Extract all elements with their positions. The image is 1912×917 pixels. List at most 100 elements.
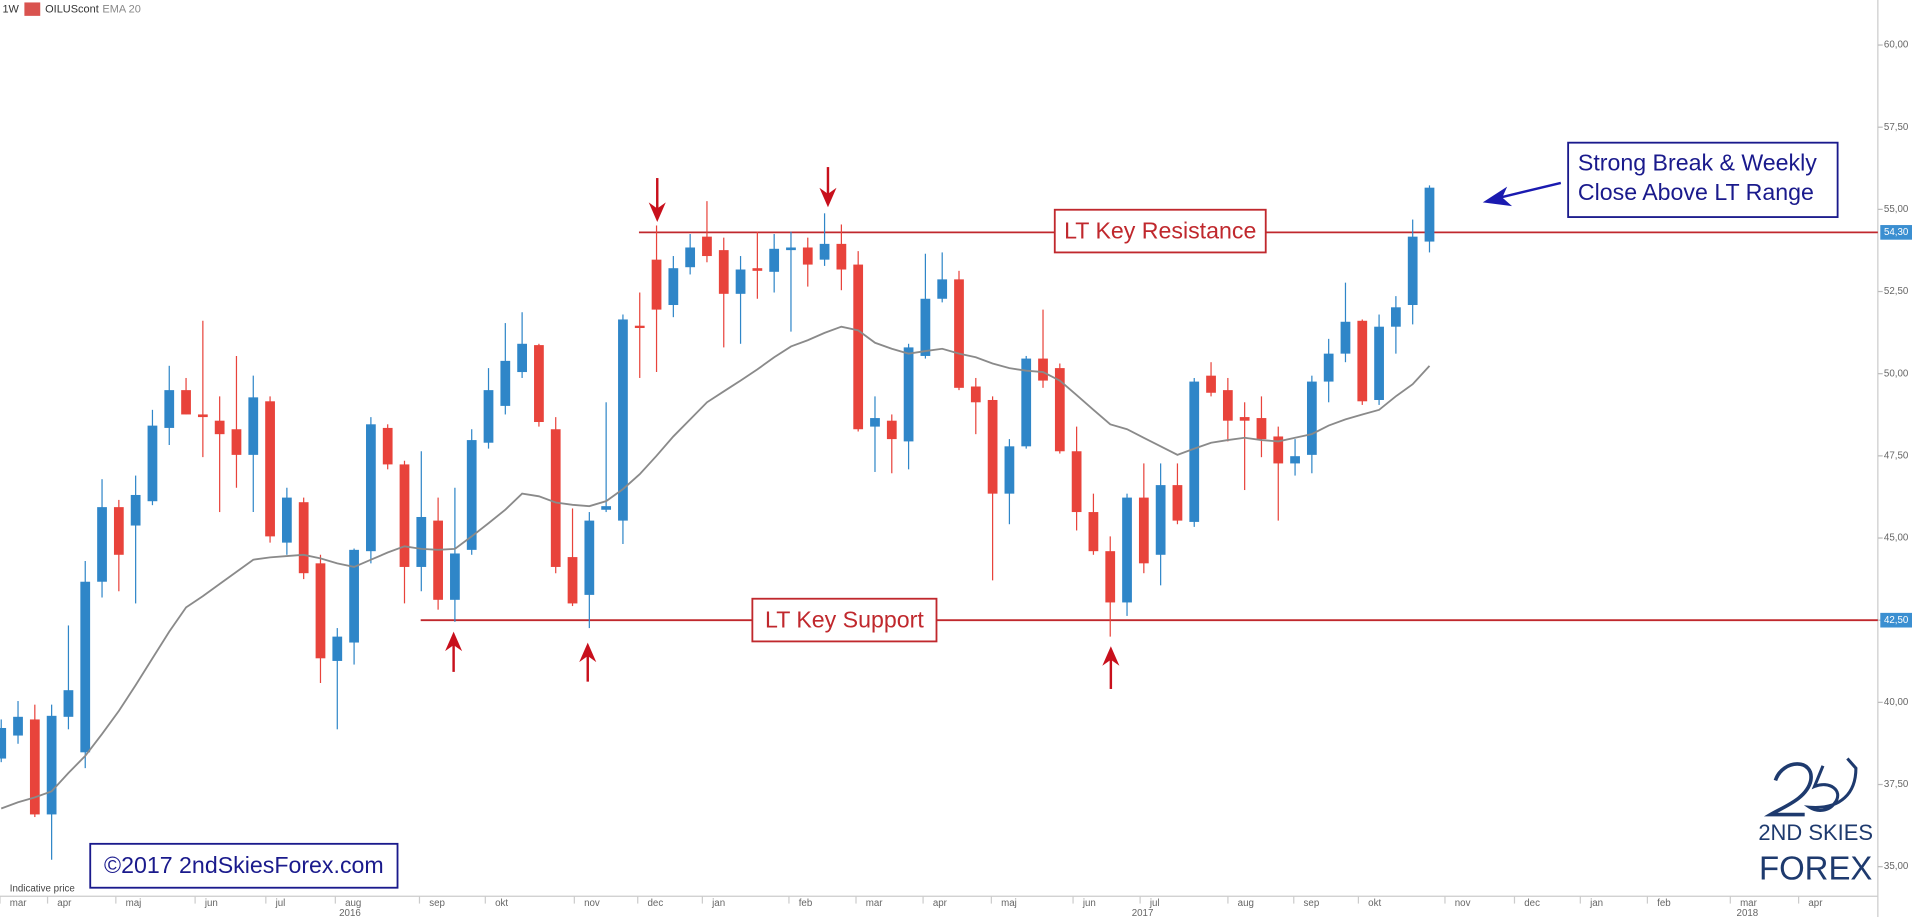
x-tick-label: maj bbox=[126, 898, 142, 909]
candle-body bbox=[231, 429, 242, 455]
level-tag-label: 42,50 bbox=[1884, 615, 1909, 626]
candle-body bbox=[1155, 485, 1166, 555]
candle-body bbox=[769, 248, 780, 272]
candle-body bbox=[13, 716, 23, 736]
x-tick-label: nov bbox=[1455, 898, 1471, 909]
x-tick-label: okt bbox=[1368, 898, 1381, 909]
candle-body bbox=[853, 264, 864, 430]
candle-body bbox=[702, 236, 712, 257]
candle-body bbox=[987, 399, 998, 494]
annotation-box bbox=[1053, 208, 1267, 254]
candle-body bbox=[567, 557, 578, 604]
candle-body bbox=[735, 269, 746, 294]
candle-body bbox=[483, 390, 494, 443]
candle-body bbox=[281, 497, 292, 543]
candle-body bbox=[534, 345, 544, 423]
candle-body bbox=[298, 502, 309, 574]
candle-body bbox=[1222, 390, 1233, 421]
note: Indicative price bbox=[10, 884, 75, 895]
x-tick-label: jun bbox=[204, 898, 218, 909]
y-tick-label: 52,50 bbox=[1884, 286, 1909, 297]
x-tick-label: dec bbox=[647, 898, 663, 909]
candle-body bbox=[937, 279, 948, 299]
candle-body bbox=[1122, 497, 1132, 603]
candle-body bbox=[1021, 358, 1032, 447]
candle-body bbox=[63, 690, 74, 717]
x-tick-label: nov bbox=[584, 898, 600, 909]
candle-body bbox=[332, 636, 343, 661]
x-tick-label: jul bbox=[275, 898, 286, 909]
candle-body bbox=[685, 247, 696, 268]
annotation-box bbox=[1567, 141, 1839, 218]
candle-body bbox=[1088, 512, 1099, 552]
candles bbox=[0, 185, 1435, 860]
candle-body bbox=[450, 553, 460, 600]
candle-body bbox=[1374, 326, 1384, 400]
candle-body bbox=[954, 279, 964, 388]
candle-body bbox=[1189, 381, 1200, 522]
y-tick-label: 35,00 bbox=[1884, 861, 1909, 872]
candle-body bbox=[970, 386, 981, 403]
candle-body bbox=[1340, 321, 1351, 354]
symbol: OILUScont bbox=[45, 4, 99, 16]
chart-icon bbox=[24, 2, 41, 16]
x-year-label: 2017 bbox=[1132, 908, 1154, 917]
x-tick-label: aug bbox=[345, 898, 361, 909]
annotation-text: LT Key Resistance bbox=[1064, 217, 1256, 243]
level-tag bbox=[1880, 225, 1912, 240]
candle-body bbox=[399, 464, 410, 567]
logo-sub: FOREX bbox=[1759, 849, 1872, 886]
level-tag-label: 54,30 bbox=[1884, 227, 1909, 238]
candle-body bbox=[802, 247, 813, 265]
x-tick-label: mar bbox=[866, 898, 884, 909]
candle-body bbox=[0, 727, 7, 759]
candle-body bbox=[1424, 187, 1435, 242]
y-tick-label: 50,00 bbox=[1884, 368, 1909, 379]
x-tick-label: jan bbox=[1589, 898, 1603, 909]
x-tick-label: feb bbox=[1657, 898, 1671, 909]
interval: 1W bbox=[2, 4, 19, 16]
candle-body bbox=[550, 429, 561, 567]
arrows bbox=[445, 167, 1120, 689]
candle-body bbox=[1290, 456, 1300, 464]
y-tick-label: 55,00 bbox=[1884, 204, 1909, 215]
copyright-box bbox=[89, 842, 399, 889]
candle-body bbox=[265, 401, 275, 537]
candle-body bbox=[433, 520, 443, 600]
candle-body bbox=[870, 418, 880, 427]
annotation-text: Strong Break & Weekly bbox=[1578, 150, 1817, 176]
candle-body bbox=[618, 319, 628, 521]
candle-body bbox=[920, 298, 931, 356]
candle-body bbox=[349, 549, 359, 643]
candle-body bbox=[786, 247, 796, 251]
x-tick-label: jan bbox=[711, 898, 725, 909]
candle-body bbox=[836, 243, 847, 270]
annotation-text: LT Key Support bbox=[765, 606, 924, 632]
annotation-box bbox=[751, 597, 938, 643]
level-tag bbox=[1880, 612, 1912, 628]
candle-body bbox=[1357, 320, 1368, 402]
candle-body bbox=[1138, 497, 1149, 564]
candle-body bbox=[634, 325, 645, 329]
candle-body bbox=[315, 563, 326, 659]
x-tick-label: mar bbox=[10, 898, 28, 909]
candle-body bbox=[584, 520, 595, 595]
candle-body bbox=[366, 424, 376, 552]
x-tick-label: jun bbox=[1082, 898, 1096, 909]
candle-body bbox=[1256, 418, 1267, 440]
candle-body bbox=[416, 516, 427, 567]
candle-body bbox=[601, 506, 612, 510]
candle-body bbox=[718, 250, 729, 294]
x-year-label: 2016 bbox=[339, 908, 361, 917]
candle-body bbox=[382, 427, 393, 465]
y-tick-label: 45,00 bbox=[1884, 533, 1909, 544]
candle-body bbox=[147, 425, 158, 502]
candle-body bbox=[517, 343, 527, 373]
candle-body bbox=[1071, 451, 1082, 513]
x-tick-label: mar bbox=[1740, 898, 1758, 909]
candle-body bbox=[197, 414, 208, 418]
candle-body bbox=[500, 360, 511, 406]
x-tick-label: apr bbox=[57, 898, 72, 909]
candle-body bbox=[1105, 551, 1116, 603]
candle-body bbox=[668, 268, 679, 306]
